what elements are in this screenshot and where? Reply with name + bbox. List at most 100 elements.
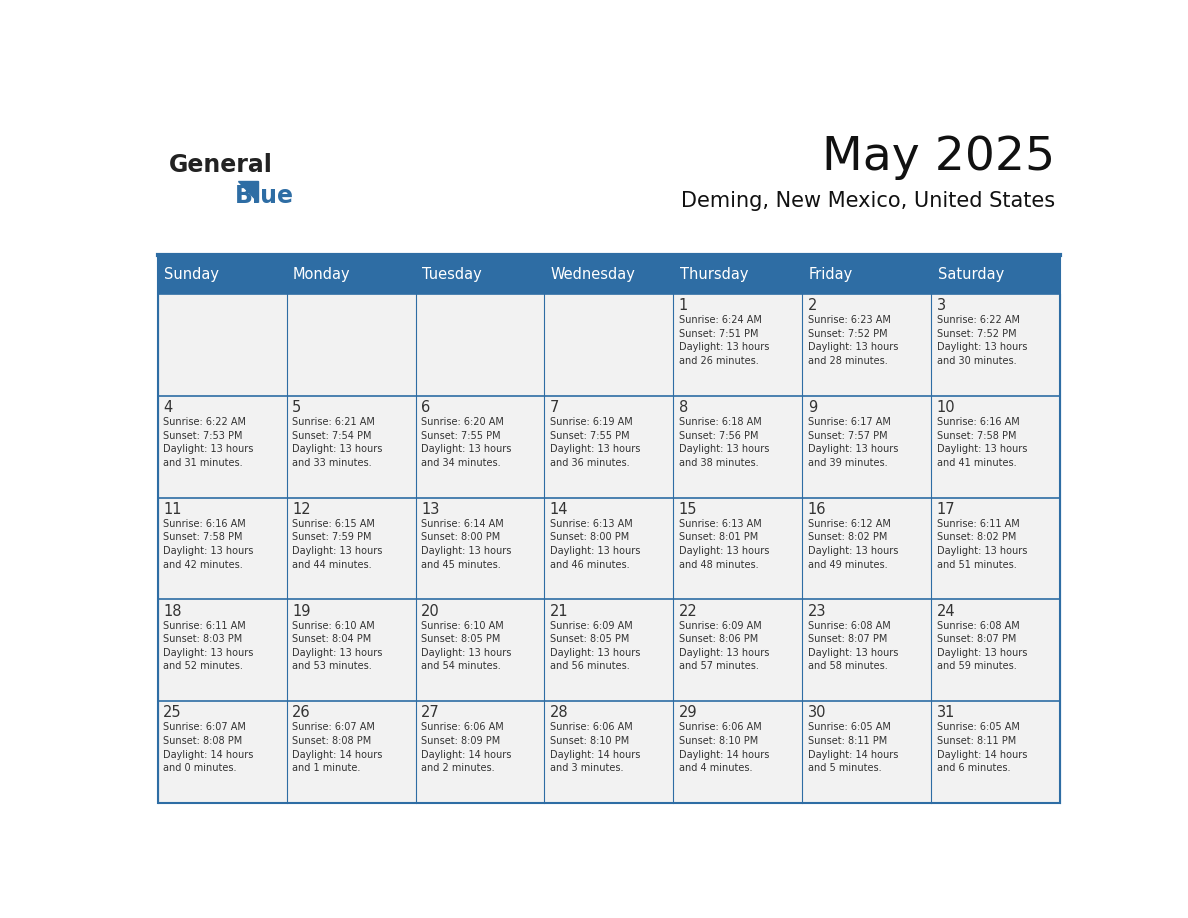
Bar	[158, 255, 1060, 803]
Text: Sunrise: 6:09 AM
Sunset: 8:06 PM
Daylight: 13 hours
and 57 minutes.: Sunrise: 6:09 AM Sunset: 8:06 PM Dayligh…	[678, 621, 769, 671]
Bar	[931, 396, 1060, 498]
Bar	[416, 599, 544, 701]
Text: 5: 5	[292, 400, 302, 415]
Bar	[416, 498, 544, 599]
Text: 27: 27	[421, 705, 440, 721]
Text: Sunrise: 6:16 AM
Sunset: 7:58 PM
Daylight: 13 hours
and 42 minutes.: Sunrise: 6:16 AM Sunset: 7:58 PM Dayligh…	[163, 519, 253, 569]
Bar	[544, 396, 674, 498]
Text: 4: 4	[163, 400, 172, 415]
Text: Sunrise: 6:21 AM
Sunset: 7:54 PM
Daylight: 13 hours
and 33 minutes.: Sunrise: 6:21 AM Sunset: 7:54 PM Dayligh…	[292, 417, 383, 468]
Bar	[544, 599, 674, 701]
Text: Sunrise: 6:12 AM
Sunset: 8:02 PM
Daylight: 13 hours
and 49 minutes.: Sunrise: 6:12 AM Sunset: 8:02 PM Dayligh…	[808, 519, 898, 569]
Text: Sunrise: 6:15 AM
Sunset: 7:59 PM
Daylight: 13 hours
and 44 minutes.: Sunrise: 6:15 AM Sunset: 7:59 PM Dayligh…	[292, 519, 383, 569]
Text: Sunrise: 6:14 AM
Sunset: 8:00 PM
Daylight: 13 hours
and 45 minutes.: Sunrise: 6:14 AM Sunset: 8:00 PM Dayligh…	[421, 519, 511, 569]
Text: Sunrise: 6:10 AM
Sunset: 8:04 PM
Daylight: 13 hours
and 53 minutes.: Sunrise: 6:10 AM Sunset: 8:04 PM Dayligh…	[292, 621, 383, 671]
Bar	[674, 255, 802, 294]
Text: Thursday: Thursday	[680, 267, 748, 282]
Bar	[802, 701, 931, 803]
Text: 8: 8	[678, 400, 688, 415]
Bar	[158, 498, 286, 599]
Text: Sunrise: 6:07 AM
Sunset: 8:08 PM
Daylight: 14 hours
and 1 minute.: Sunrise: 6:07 AM Sunset: 8:08 PM Dayligh…	[292, 722, 383, 773]
Text: Saturday: Saturday	[937, 267, 1004, 282]
Bar	[544, 294, 674, 396]
Text: 15: 15	[678, 502, 697, 517]
Text: 12: 12	[292, 502, 311, 517]
Text: Sunrise: 6:23 AM
Sunset: 7:52 PM
Daylight: 13 hours
and 28 minutes.: Sunrise: 6:23 AM Sunset: 7:52 PM Dayligh…	[808, 315, 898, 366]
Text: 11: 11	[163, 502, 182, 517]
Text: Sunrise: 6:22 AM
Sunset: 7:53 PM
Daylight: 13 hours
and 31 minutes.: Sunrise: 6:22 AM Sunset: 7:53 PM Dayligh…	[163, 417, 253, 468]
Text: 22: 22	[678, 603, 697, 619]
Text: 6: 6	[421, 400, 430, 415]
Text: 29: 29	[678, 705, 697, 721]
Bar	[544, 701, 674, 803]
Text: Sunrise: 6:13 AM
Sunset: 8:00 PM
Daylight: 13 hours
and 46 minutes.: Sunrise: 6:13 AM Sunset: 8:00 PM Dayligh…	[550, 519, 640, 569]
Bar	[286, 294, 416, 396]
Bar	[674, 294, 802, 396]
Bar	[286, 701, 416, 803]
Text: Tuesday: Tuesday	[422, 267, 481, 282]
Bar	[158, 294, 286, 396]
Bar	[416, 255, 544, 294]
Bar	[802, 396, 931, 498]
Bar	[931, 599, 1060, 701]
Text: 28: 28	[550, 705, 569, 721]
Text: Sunrise: 6:07 AM
Sunset: 8:08 PM
Daylight: 14 hours
and 0 minutes.: Sunrise: 6:07 AM Sunset: 8:08 PM Dayligh…	[163, 722, 253, 773]
Bar	[931, 701, 1060, 803]
Text: Monday: Monday	[293, 267, 350, 282]
Text: 2: 2	[808, 298, 817, 313]
Text: Sunrise: 6:22 AM
Sunset: 7:52 PM
Daylight: 13 hours
and 30 minutes.: Sunrise: 6:22 AM Sunset: 7:52 PM Dayligh…	[936, 315, 1026, 366]
Bar	[931, 255, 1060, 294]
Text: May 2025: May 2025	[822, 135, 1055, 180]
Text: 19: 19	[292, 603, 310, 619]
Bar	[286, 255, 416, 294]
Text: 30: 30	[808, 705, 826, 721]
Text: 20: 20	[421, 603, 440, 619]
Text: Sunrise: 6:18 AM
Sunset: 7:56 PM
Daylight: 13 hours
and 38 minutes.: Sunrise: 6:18 AM Sunset: 7:56 PM Dayligh…	[678, 417, 769, 468]
Text: Friday: Friday	[809, 267, 853, 282]
Bar	[802, 255, 931, 294]
Bar	[802, 498, 931, 599]
Bar	[158, 599, 286, 701]
Text: 10: 10	[936, 400, 955, 415]
Text: Sunrise: 6:09 AM
Sunset: 8:05 PM
Daylight: 13 hours
and 56 minutes.: Sunrise: 6:09 AM Sunset: 8:05 PM Dayligh…	[550, 621, 640, 671]
Bar	[931, 498, 1060, 599]
Text: 21: 21	[550, 603, 569, 619]
Bar	[931, 294, 1060, 396]
Text: Sunrise: 6:10 AM
Sunset: 8:05 PM
Daylight: 13 hours
and 54 minutes.: Sunrise: 6:10 AM Sunset: 8:05 PM Dayligh…	[421, 621, 511, 671]
Text: Sunrise: 6:17 AM
Sunset: 7:57 PM
Daylight: 13 hours
and 39 minutes.: Sunrise: 6:17 AM Sunset: 7:57 PM Dayligh…	[808, 417, 898, 468]
Text: Sunrise: 6:06 AM
Sunset: 8:10 PM
Daylight: 14 hours
and 4 minutes.: Sunrise: 6:06 AM Sunset: 8:10 PM Dayligh…	[678, 722, 769, 773]
Text: 13: 13	[421, 502, 440, 517]
Text: Sunrise: 6:19 AM
Sunset: 7:55 PM
Daylight: 13 hours
and 36 minutes.: Sunrise: 6:19 AM Sunset: 7:55 PM Dayligh…	[550, 417, 640, 468]
Text: 16: 16	[808, 502, 826, 517]
Text: Sunrise: 6:06 AM
Sunset: 8:10 PM
Daylight: 14 hours
and 3 minutes.: Sunrise: 6:06 AM Sunset: 8:10 PM Dayligh…	[550, 722, 640, 773]
Text: Sunrise: 6:11 AM
Sunset: 8:03 PM
Daylight: 13 hours
and 52 minutes.: Sunrise: 6:11 AM Sunset: 8:03 PM Dayligh…	[163, 621, 253, 671]
Bar	[544, 255, 674, 294]
Bar	[674, 701, 802, 803]
Bar	[416, 701, 544, 803]
Bar	[802, 294, 931, 396]
Bar	[286, 599, 416, 701]
Text: Wednesday: Wednesday	[551, 267, 636, 282]
Bar	[158, 255, 286, 294]
Bar	[674, 599, 802, 701]
Bar	[674, 498, 802, 599]
Bar	[158, 701, 286, 803]
Text: 24: 24	[936, 603, 955, 619]
Text: 14: 14	[550, 502, 568, 517]
Text: General: General	[169, 152, 272, 176]
Polygon shape	[238, 181, 258, 202]
Text: 7: 7	[550, 400, 560, 415]
Text: 25: 25	[163, 705, 182, 721]
Text: Sunrise: 6:24 AM
Sunset: 7:51 PM
Daylight: 13 hours
and 26 minutes.: Sunrise: 6:24 AM Sunset: 7:51 PM Dayligh…	[678, 315, 769, 366]
Text: Sunrise: 6:05 AM
Sunset: 8:11 PM
Daylight: 14 hours
and 5 minutes.: Sunrise: 6:05 AM Sunset: 8:11 PM Dayligh…	[808, 722, 898, 773]
Bar	[158, 396, 286, 498]
Text: Sunrise: 6:05 AM
Sunset: 8:11 PM
Daylight: 14 hours
and 6 minutes.: Sunrise: 6:05 AM Sunset: 8:11 PM Dayligh…	[936, 722, 1026, 773]
Text: 17: 17	[936, 502, 955, 517]
Text: 3: 3	[936, 298, 946, 313]
Text: Sunrise: 6:11 AM
Sunset: 8:02 PM
Daylight: 13 hours
and 51 minutes.: Sunrise: 6:11 AM Sunset: 8:02 PM Dayligh…	[936, 519, 1026, 569]
Text: Sunrise: 6:08 AM
Sunset: 8:07 PM
Daylight: 13 hours
and 58 minutes.: Sunrise: 6:08 AM Sunset: 8:07 PM Dayligh…	[808, 621, 898, 671]
Text: Sunrise: 6:13 AM
Sunset: 8:01 PM
Daylight: 13 hours
and 48 minutes.: Sunrise: 6:13 AM Sunset: 8:01 PM Dayligh…	[678, 519, 769, 569]
Text: Sunrise: 6:20 AM
Sunset: 7:55 PM
Daylight: 13 hours
and 34 minutes.: Sunrise: 6:20 AM Sunset: 7:55 PM Dayligh…	[421, 417, 511, 468]
Text: Sunrise: 6:06 AM
Sunset: 8:09 PM
Daylight: 14 hours
and 2 minutes.: Sunrise: 6:06 AM Sunset: 8:09 PM Dayligh…	[421, 722, 511, 773]
Bar	[286, 396, 416, 498]
